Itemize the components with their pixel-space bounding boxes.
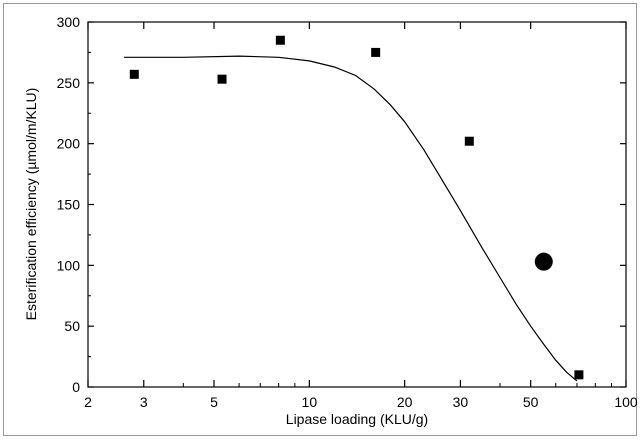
x-tick-label: 20 bbox=[397, 394, 413, 410]
square-marker bbox=[465, 137, 474, 146]
x-tick-label: 10 bbox=[302, 394, 318, 410]
y-axis-label: Esterification efficiency (µmol/m/KLU) bbox=[23, 88, 39, 321]
square-marker bbox=[574, 370, 583, 379]
x-tick-label: 3 bbox=[140, 394, 148, 410]
y-tick-label: 50 bbox=[64, 318, 80, 334]
square-marker bbox=[276, 36, 285, 45]
square-marker bbox=[218, 75, 227, 84]
square-marker bbox=[130, 70, 139, 79]
y-tick-label: 0 bbox=[72, 379, 80, 395]
x-tick-label: 5 bbox=[210, 394, 218, 410]
y-tick-label: 200 bbox=[57, 136, 81, 152]
x-axis: 2 3 5 10 20 30 50 100 bbox=[84, 22, 638, 410]
x-tick-label: 100 bbox=[614, 394, 638, 410]
x-tick-label: 30 bbox=[453, 394, 469, 410]
data-points bbox=[130, 36, 584, 380]
y-tick-label: 250 bbox=[57, 75, 81, 91]
y-tick-label: 300 bbox=[57, 14, 81, 30]
x-tick-label: 50 bbox=[523, 394, 539, 410]
circle-marker bbox=[535, 253, 553, 271]
y-axis: 0 50 100 150 200 250 300 bbox=[57, 14, 626, 395]
y-tick-label: 150 bbox=[57, 197, 81, 213]
y-tick-label: 100 bbox=[57, 257, 81, 273]
square-marker bbox=[371, 48, 380, 57]
x-tick-label: 2 bbox=[84, 394, 92, 410]
x-axis-label: Lipase loading (KLU/g) bbox=[286, 411, 428, 427]
fit-curve bbox=[124, 56, 577, 381]
